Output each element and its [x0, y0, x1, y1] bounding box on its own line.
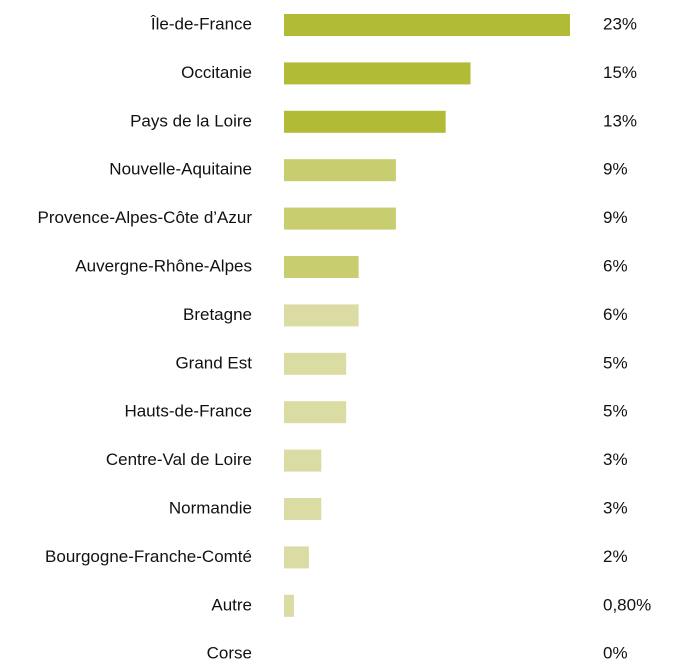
category-label: Provence-Alpes-Côte d’Azur	[38, 208, 253, 227]
value-label: 3%	[603, 450, 628, 469]
category-label: Île-de-France	[150, 14, 252, 33]
category-label: Autre	[211, 595, 252, 614]
category-label: Hauts-de-France	[124, 402, 252, 421]
bar	[284, 14, 570, 36]
value-label: 3%	[603, 498, 628, 517]
value-label: 5%	[603, 353, 628, 372]
bar	[284, 401, 347, 424]
bar	[284, 62, 471, 85]
category-label: Pays de la Loire	[130, 111, 252, 130]
category-label: Normandie	[169, 498, 252, 517]
value-label: 6%	[603, 305, 628, 324]
category-label: Bretagne	[183, 305, 252, 324]
category-label: Auvergne-Rhône-Alpes	[75, 256, 252, 275]
category-label: Grand Est	[175, 353, 252, 372]
category-label: Centre-Val de Loire	[106, 450, 252, 469]
value-label: 6%	[603, 256, 628, 275]
value-label: 2%	[603, 547, 628, 566]
value-label: 0,80%	[603, 595, 651, 614]
category-label: Bourgogne-Franche-Comté	[45, 547, 252, 566]
value-label: 9%	[603, 208, 628, 227]
bar	[284, 449, 322, 472]
bar	[284, 498, 322, 520]
category-label: Occitanie	[181, 63, 252, 82]
bar	[284, 352, 347, 375]
bar	[284, 594, 294, 617]
bar	[284, 207, 396, 230]
value-label: 5%	[603, 402, 628, 421]
category-label: Corse	[207, 644, 252, 663]
bar	[284, 304, 359, 327]
value-label: 13%	[603, 111, 637, 130]
bar	[284, 546, 309, 569]
bar	[284, 256, 359, 278]
value-label: 23%	[603, 14, 637, 33]
bar	[284, 159, 396, 182]
category-label: Nouvelle-Aquitaine	[109, 160, 252, 179]
value-label: 15%	[603, 63, 637, 82]
value-label: 0%	[603, 644, 628, 663]
bar	[284, 110, 446, 133]
value-label: 9%	[603, 160, 628, 179]
